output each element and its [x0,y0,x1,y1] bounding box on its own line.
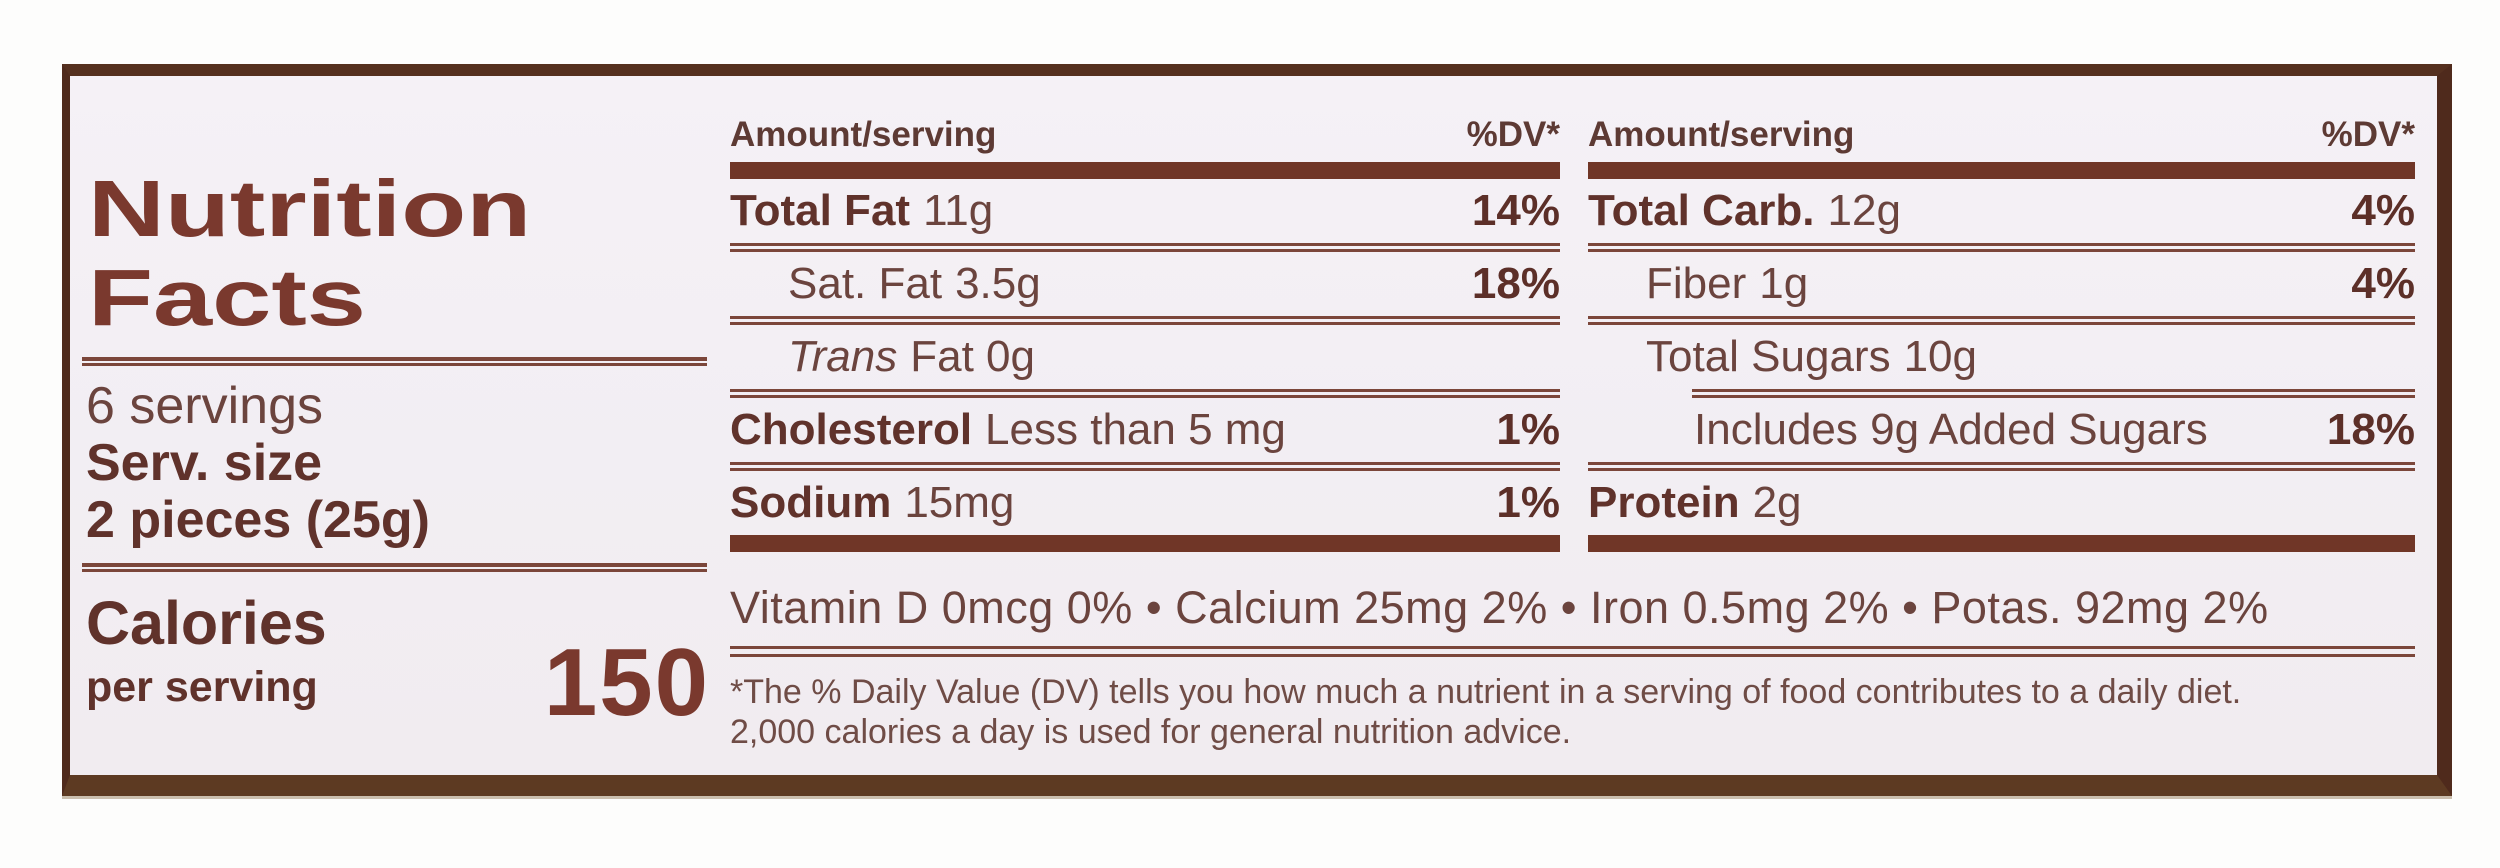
calories-labels: Calories per serving [86,590,327,712]
calories-value: 150 [543,629,710,736]
nutrient-row-total-sugars: Total Sugars 10g [1588,325,2415,389]
serving-size-value: 2 pieces (25g) [86,491,430,549]
separator-indented [1692,389,2415,398]
nutrient-row-added-sugars: Includes 9g Added Sugars 18% [1588,398,2415,462]
fat-column-header: Amount/serving %DV* [730,116,1560,162]
nutrient-name: Fiber [1646,259,1747,308]
carb-bottom-bar [1588,535,2415,552]
nutrient-amount: 10g [1903,332,1977,381]
separator [730,389,1560,398]
dv-footnote-line1: *The % Daily Value (DV) tells you how mu… [730,673,2242,711]
nutrient-dv: 4% [2351,186,2415,235]
nutrient-row-total-fat: Total Fat 11g 14% [730,179,1560,243]
separator [730,243,1560,252]
label-inner: Nutrition Facts 6 servings Serv. size 2 … [70,76,2437,775]
nutrient-row-sodium: Sodium 15mg 1% [730,471,1560,535]
servings-count: 6 servings [86,377,323,435]
nutrient-dv: 1% [1496,478,1560,527]
nutrient-amount: 3.5g [955,259,1041,308]
separator [730,462,1560,471]
nutrient-name: Protein [1588,478,1740,527]
nutrient-name: Sodium [730,478,892,527]
nutrient-amount: Fat 0g [910,332,1035,381]
divider-above-calories [82,563,707,572]
nutrient-amount: 1g [1759,259,1809,308]
nutrient-name: Includes 9g Added Sugars [1694,405,2208,454]
carb-header-dv: %DV* [2321,115,2415,154]
nutrient-name: Total Carb. [1588,186,1815,235]
nutrient-row-sat-fat: Sat. Fat 3.5g 18% [730,252,1560,316]
nutrient-name: Total Fat [730,186,911,235]
serving-size-label: Serv. size [86,434,323,492]
carb-header-bar [1588,162,2415,179]
carb-header-amount: Amount/serving [1588,115,1855,154]
dv-footnote-line2: 2,000 calories a day is used for general… [730,713,1572,751]
nutrient-name: Total Sugars [1646,332,1891,381]
fat-header-dv: %DV* [1466,115,1560,154]
nutrient-row-fiber: Fiber 1g 4% [1588,252,2415,316]
calories-sublabel: per serving [86,663,318,711]
nutrition-facts-label: Nutrition Facts 6 servings Serv. size 2 … [62,64,2452,796]
fat-column: Amount/serving %DV* Total Fat 11g 14% Sa… [730,116,1560,552]
nutrient-dv: 4% [2351,259,2415,308]
nutrient-dv: 1% [1496,405,1560,454]
separator [1588,462,2415,471]
divider-under-micronutrients [730,646,2415,657]
label-title-line2: Facts [88,253,366,342]
nutrient-row-protein: Protein 2g [1588,471,2415,535]
nutrient-dv: 18% [1471,259,1560,308]
nutrient-amount: Less than 5 mg [985,405,1286,454]
nutrient-row-cholesterol: Cholesterol Less than 5 mg 1% [730,398,1560,462]
label-title: Nutrition Facts [88,164,531,342]
divider-under-title [82,357,707,366]
nutrient-amount: 15mg [904,478,1015,527]
calories-row: Calories per serving 150 [86,590,710,731]
calories-label: Calories [86,589,327,657]
nutrient-row-trans-fat: Trans Fat 0g [730,325,1560,389]
dv-footnote: *The % Daily Value (DV) tells you how mu… [730,672,2415,752]
separator [1588,243,2415,252]
label-title-line1: Nutrition [88,164,532,253]
nutrient-dv: 14% [1471,186,1560,235]
serving-info: 6 servings Serv. size 2 pieces (25g) [86,378,430,549]
carb-column-header: Amount/serving %DV* [1588,116,2415,162]
label-bottom-block: Vitamin D 0mcg 0% • Calcium 25mg 2% • Ir… [730,582,2415,752]
fat-header-bar [730,162,1560,179]
nutrient-name: Trans [788,332,898,381]
separator [1588,316,2415,325]
nutrient-amount: 2g [1752,478,1802,527]
nutrient-name: Sat. Fat [788,259,943,308]
separator [730,316,1560,325]
fat-bottom-bar [730,535,1560,552]
nutrient-amount: 12g [1827,186,1901,235]
micronutrients-line: Vitamin D 0mcg 0% • Calcium 25mg 2% • Ir… [730,582,2269,633]
carb-column: Amount/serving %DV* Total Carb. 12g 4% F… [1588,116,2415,552]
fat-header-amount: Amount/serving [730,115,997,154]
nutrient-amount: 11g [923,186,994,235]
nutrient-row-total-carb: Total Carb. 12g 4% [1588,179,2415,243]
nutrient-name: Cholesterol [730,405,973,454]
nutrient-dv: 18% [2326,405,2415,454]
